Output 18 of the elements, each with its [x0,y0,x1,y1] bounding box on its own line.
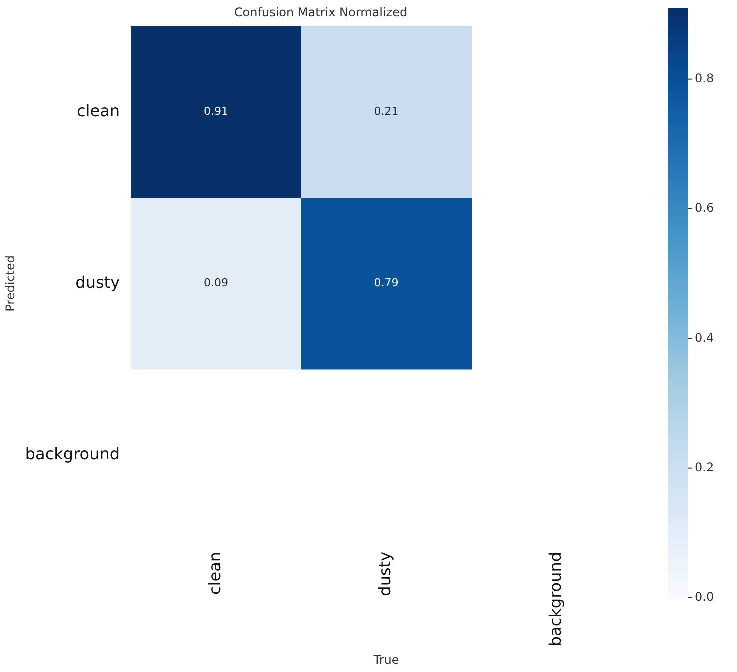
data-label: 0.91 [204,105,228,118]
x-axis-title: True [372,652,400,667]
color-bar-label: 0.0 [695,590,714,604]
color-bar-label: 0.8 [695,71,714,86]
chart-title: Confusion Matrix Normalized [234,5,408,20]
x-tick-label: background [546,552,565,647]
color-bar-label: 0.4 [695,330,714,345]
data-label: 0.79 [374,276,399,290]
y-tick-label: clean [77,101,120,120]
y-tick-label: dusty [76,272,120,292]
data-label: 0.09 [204,276,228,290]
color-bar-label: 0.6 [695,201,714,216]
y-axis-title: Predicted [3,256,18,312]
x-tick-label: clean [205,552,224,595]
x-tick-label: dusty [376,552,395,596]
y-tick-label: background [25,444,120,464]
color-bar-label: 0.2 [695,460,714,474]
data-label: 0.21 [374,105,399,118]
